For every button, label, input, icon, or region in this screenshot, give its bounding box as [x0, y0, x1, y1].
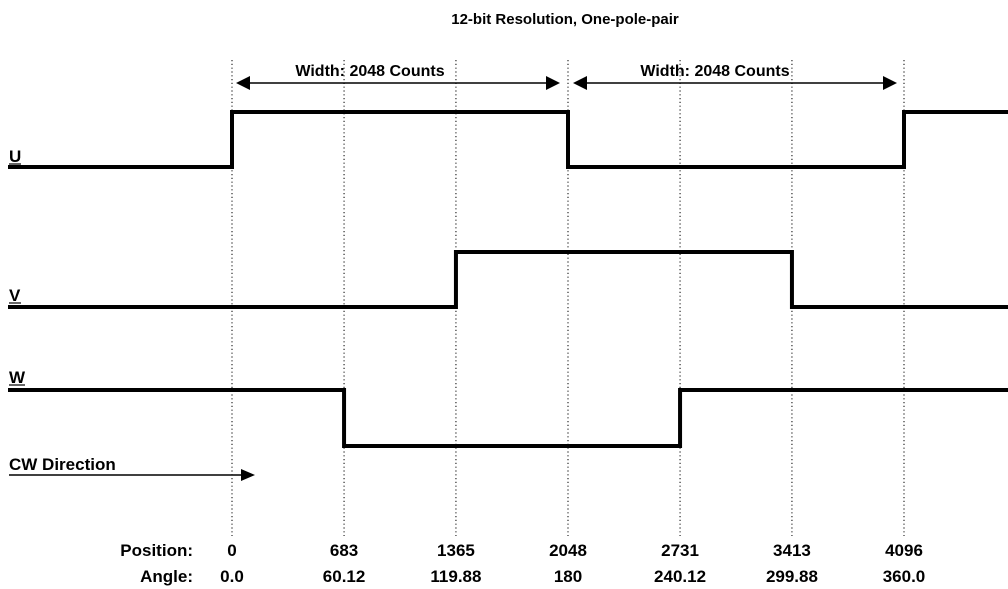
position-tick-label: 3413 — [773, 541, 811, 560]
width-arrow-right-head-2 — [883, 76, 897, 90]
signal-v-waveform — [8, 250, 1008, 309]
width-dimension-2: Width: 2048 Counts — [573, 63, 897, 90]
signal-u-waveform — [8, 110, 1008, 169]
angle-tick-label: 240.12 — [654, 567, 706, 586]
position-tick-label: 2048 — [549, 541, 587, 560]
position-axis-title: Position: — [120, 541, 193, 560]
position-tick-label: 683 — [330, 541, 358, 560]
position-tick-label: 2731 — [661, 541, 699, 560]
signal-u-label: U — [9, 147, 21, 166]
angle-axis-title: Angle: — [140, 567, 193, 586]
cw-direction-arrow-head — [241, 469, 255, 481]
angle-tick-label: 299.88 — [766, 567, 818, 586]
position-tick-labels: 0 683 1365 2048 2731 3413 4096 — [227, 541, 923, 560]
width-label-2: Width: 2048 Counts — [640, 63, 789, 80]
width-arrow-left-head-2 — [573, 76, 587, 90]
position-tick-label: 1365 — [437, 541, 475, 560]
angle-tick-label: 0.0 — [220, 567, 244, 586]
angle-tick-label: 119.88 — [430, 567, 481, 586]
angle-tick-label: 60.12 — [323, 567, 366, 586]
diagram-title: 12-bit Resolution, One-pole-pair — [451, 11, 679, 28]
width-arrow-left-head-1 — [236, 76, 250, 90]
cw-direction-label: CW Direction — [9, 455, 116, 474]
angle-tick-label: 360.0 — [883, 567, 926, 586]
width-dimension-1: Width: 2048 Counts — [236, 63, 560, 90]
position-tick-label: 4096 — [885, 541, 923, 560]
angle-tick-labels: 0.0 60.12 119.88 180 240.12 299.88 360.0 — [220, 567, 925, 586]
signal-v-label: V — [9, 286, 21, 305]
width-arrow-right-head-1 — [546, 76, 560, 90]
angle-tick-label: 180 — [554, 567, 582, 586]
width-label-1: Width: 2048 Counts — [295, 63, 444, 80]
signal-w-waveform — [8, 388, 1008, 448]
position-tick-label: 0 — [227, 541, 236, 560]
signal-w-label: W — [9, 368, 26, 387]
